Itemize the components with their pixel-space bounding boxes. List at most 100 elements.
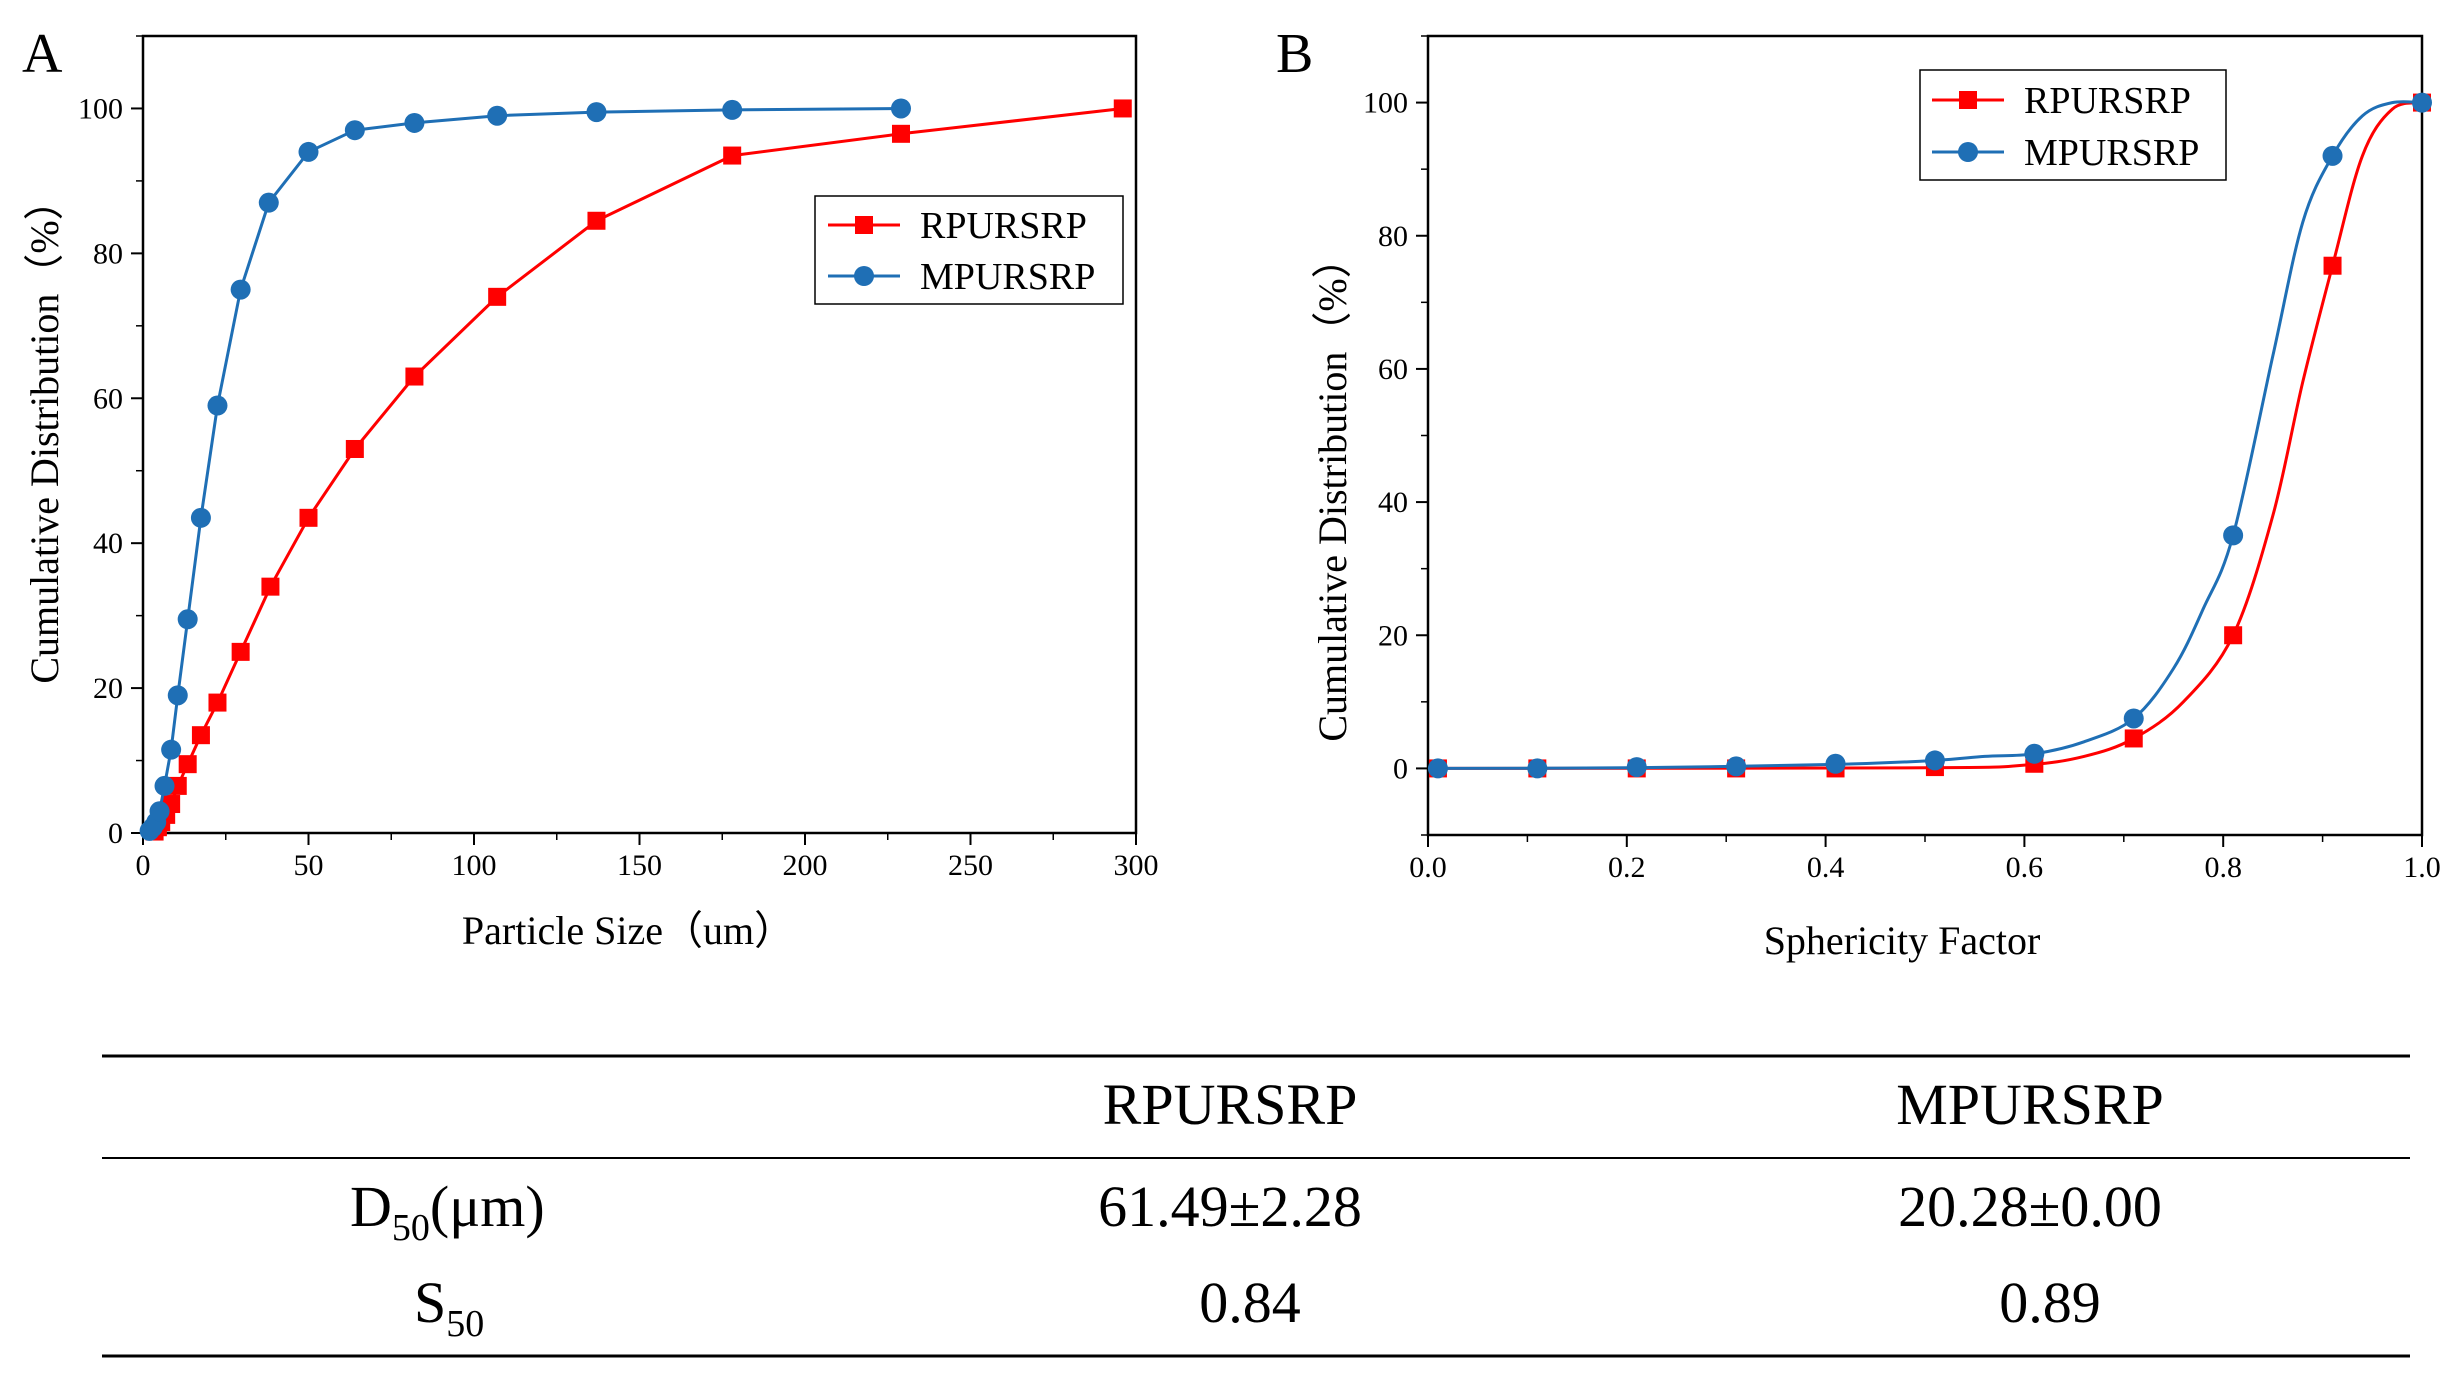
data-point-mpursrp [230, 279, 251, 300]
chart-b-x-axis-label: Sphericity Factor [1764, 918, 2041, 963]
legend-marker-rpursrp [855, 216, 873, 234]
data-point-mpursrp [586, 102, 607, 123]
data-point-rpursrp [587, 211, 606, 230]
table-cell-d50-mpursrp: 20.28±0.00 [1898, 1174, 2162, 1239]
y-tick-label: 60 [93, 382, 123, 415]
y-tick-label: 40 [93, 527, 123, 560]
legend-label-mpursrp: MPURSRP [920, 256, 1095, 298]
data-point-rpursrp [2124, 729, 2143, 748]
chart-b-legend-box [1919, 69, 2227, 181]
data-point-mpursrp [161, 739, 182, 760]
legend-marker-mpursrp [854, 266, 874, 286]
x-tick-label: 250 [948, 849, 993, 882]
legend-label-rpursrp: RPURSRP [920, 205, 1087, 247]
chart-a: A 0 50 100 150 200 250 300 0 20 40 60 80 100 Partic… [22, 23, 1159, 953]
legend-marker-rpursrp [1959, 91, 1977, 109]
panel-label-a: A [22, 23, 63, 85]
data-point-mpursrp [1626, 757, 1647, 778]
y-tick-label: 0 [108, 817, 123, 850]
table-header-mpursrp: MPURSRP [1896, 1072, 2164, 1137]
data-point-rpursrp [261, 577, 280, 596]
y-tick-label: 40 [1378, 486, 1408, 519]
data-point-mpursrp [1924, 750, 1945, 771]
table-row-label-s50: S50 [414, 1270, 484, 1345]
data-point-mpursrp [154, 775, 175, 796]
chart-a-x-axis-label: Particle Size（um） [462, 908, 794, 953]
chart-a-y-axis-label: Cumulative Distribution（%） [22, 180, 67, 683]
data-point-mpursrp [167, 685, 188, 706]
chart-a-y-ticks: 0 20 40 60 80 100 [78, 35, 143, 850]
x-tick-label: 150 [617, 849, 662, 882]
data-point-mpursrp [404, 112, 425, 133]
data-point-rpursrp [208, 693, 227, 712]
chart-b-y-ticks: 0 20 40 60 80 100 [1363, 35, 1428, 836]
data-point-mpursrp [487, 105, 508, 126]
data-point-rpursrp [231, 642, 250, 661]
data-point-rpursrp [891, 124, 910, 143]
chart-b-x-ticks: 0.0 0.2 0.4 0.6 0.8 1.0 [1409, 835, 2441, 884]
data-point-mpursrp [2412, 92, 2432, 113]
legend-label-mpursrp: MPURSRP [2024, 132, 2199, 174]
data-point-mpursrp [1726, 756, 1747, 777]
x-tick-label: 0.0 [1409, 851, 1447, 884]
data-point-mpursrp [344, 120, 365, 141]
data-point-mpursrp [1527, 758, 1548, 779]
series-line-mpursrp [148, 107, 902, 832]
data-point-mpursrp [722, 99, 743, 120]
chart-b-y-axis-label: Cumulative Distribution（%） [1310, 238, 1355, 741]
data-point-rpursrp [2224, 626, 2243, 645]
y-tick-label: 20 [1378, 619, 1408, 652]
x-tick-label: 100 [452, 849, 497, 882]
y-tick-label: 60 [1378, 353, 1408, 386]
chart-b-legend: RPURSRP MPURSRP [1919, 69, 2227, 181]
data-point-mpursrp [149, 801, 170, 822]
y-tick-label: 100 [78, 92, 123, 125]
data-point-mpursrp [298, 141, 319, 162]
series-line-mpursrp [1437, 100, 2423, 770]
data-point-rpursrp [405, 367, 424, 386]
x-tick-label: 300 [1114, 849, 1159, 882]
table-row-label-d50: D50(μm) [350, 1174, 545, 1249]
x-tick-label: 50 [294, 849, 324, 882]
x-tick-label: 0 [136, 849, 151, 882]
y-tick-label: 80 [93, 237, 123, 270]
data-point-rpursrp [299, 508, 318, 527]
data-point-mpursrp [190, 507, 211, 528]
panel-label-b: B [1276, 23, 1313, 85]
table-cell-s50-mpursrp: 0.89 [1999, 1270, 2101, 1335]
y-tick-label: 0 [1393, 752, 1408, 785]
data-point-mpursrp [2123, 708, 2144, 729]
y-tick-label: 20 [93, 672, 123, 705]
data-point-rpursrp [191, 726, 210, 745]
data-point-rpursrp [1113, 99, 1132, 118]
x-tick-label: 0.6 [2006, 851, 2044, 884]
x-tick-label: 0.2 [1608, 851, 1646, 884]
data-point-mpursrp [1427, 758, 1448, 779]
data-point-mpursrp [177, 609, 198, 630]
data-point-mpursrp [890, 98, 911, 119]
table-header-rpursrp: RPURSRP [1103, 1072, 1358, 1137]
chart-a-x-ticks: 0 50 100 150 200 250 300 [136, 833, 1159, 882]
summary-table: RPURSRP MPURSRP D50(μm) 61.49±2.28 20.28… [102, 1054, 2410, 1358]
series-line-rpursrp [1437, 101, 2423, 770]
chart-a-legend-box [814, 195, 1124, 305]
y-tick-label: 100 [1363, 87, 1408, 120]
chart-a-legend: RPURSRP MPURSRP [814, 195, 1124, 305]
data-point-mpursrp [258, 192, 279, 213]
legend-label-rpursrp: RPURSRP [2024, 80, 2191, 122]
data-point-rpursrp [178, 755, 197, 774]
data-point-rpursrp [488, 287, 507, 306]
plot-area-border [141, 34, 1138, 835]
chart-b: B 0.0 0.2 0.4 0.6 0.8 1.0 0 20 40 60 80 100 Spheri… [1276, 23, 2441, 963]
x-tick-label: 200 [783, 849, 828, 882]
chart-b-series [1427, 92, 2432, 779]
data-point-mpursrp [2223, 525, 2244, 546]
chart-a-frame [141, 34, 1138, 835]
x-tick-label: 1.0 [2403, 851, 2441, 884]
table-cell-d50-rpursrp: 61.49±2.28 [1098, 1174, 1362, 1239]
data-point-rpursrp [723, 146, 742, 165]
data-point-mpursrp [1825, 753, 1846, 774]
chart-a-series [139, 98, 1132, 841]
x-tick-label: 0.4 [1807, 851, 1845, 884]
